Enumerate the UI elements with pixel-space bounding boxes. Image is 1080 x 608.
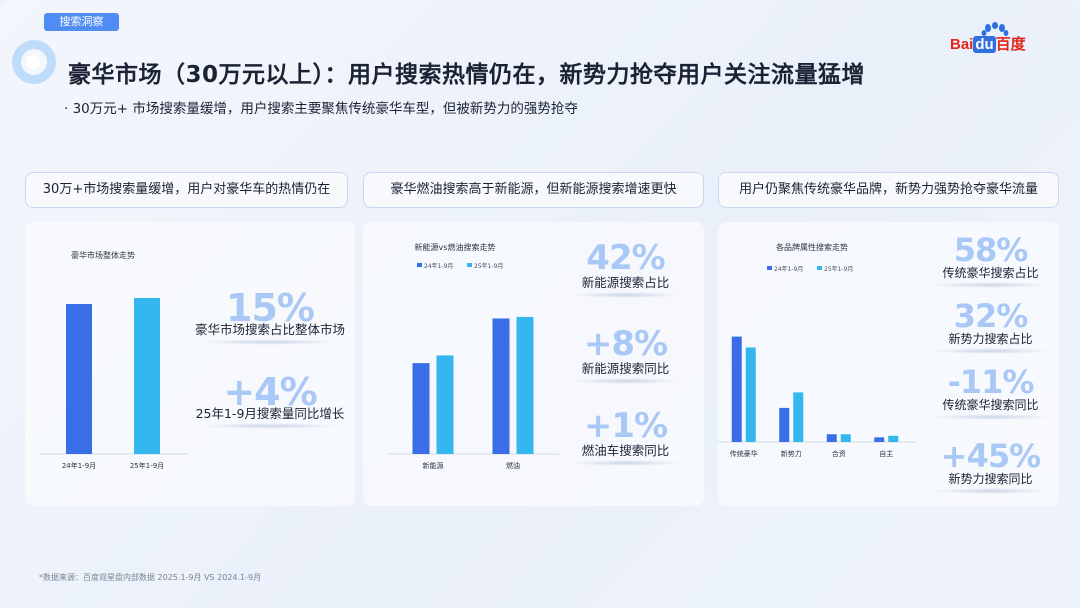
chart-title: 新能源vs燃油搜索走势 [415, 242, 496, 252]
stat-shadow [570, 378, 681, 384]
stat-traditional-growth: -11% 传统豪华搜索同比 [923, 366, 1058, 420]
stat-label: 燃油车搜索同比 [581, 443, 670, 458]
bar [874, 437, 885, 442]
stat-value: -11% [947, 363, 1035, 401]
stat-shadow [930, 488, 1051, 494]
category-label: 24年1-9月 [62, 461, 96, 470]
section-tag: 搜索洞察 [44, 13, 119, 31]
bar [731, 336, 742, 442]
bar [888, 435, 899, 442]
legend-label: 25年1-9月 [824, 265, 853, 273]
stat-shadow [930, 282, 1051, 288]
bar [436, 355, 454, 454]
stat-label: 传统豪华搜索占比 [942, 266, 1039, 280]
stat-shadow [570, 460, 681, 466]
stat-label: 新势力搜索占比 [948, 332, 1033, 346]
stat-label: 25年1-9月搜索量同比增长 [195, 406, 345, 421]
legend-label: 24年1-9月 [774, 265, 803, 273]
stat-shadow [570, 292, 681, 298]
stat-newforce-share: 32% 新势力搜索占比 [923, 300, 1058, 354]
chart-title: 豪华市场整体走势 [71, 250, 135, 260]
panel-market: 豪华市场整体走势 24年1-9月 25年1-9月 15% 豪华市场搜索占比整体市场 … [25, 222, 355, 506]
paw-icon [981, 22, 1009, 36]
stat-value: +4% [223, 370, 317, 414]
panel-brand: 各品牌属性搜索走势 24年1-9月 25年1-9月传统豪华 新势力 合资 自主 58% 传… [718, 222, 1059, 506]
section-head-energy: 豪华燃油搜索高于新能源，但新能源搜索增速更快 [363, 172, 704, 208]
panel-energy: 新能源vs燃油搜索走势 24年1-9月 25年1-9月新能源 燃油 42% 新能源搜索… [363, 222, 704, 506]
legend-swatch [767, 266, 772, 270]
bar [516, 316, 534, 454]
stat-shadow [930, 414, 1051, 420]
stat-market-growth: +4% 25年1-9月搜索量同比增长 [185, 372, 355, 429]
stat-traditional-share: 58% 传统豪华搜索占比 [923, 234, 1058, 288]
legend-label: 24年1-9月 [424, 262, 453, 270]
category-label: 新能源 [423, 461, 444, 470]
category-label: 燃油 [506, 461, 520, 470]
page-subtitle: · 30万元+ 市场搜索量缓增，用户搜索主要聚焦传统豪华车型，但被新势力的强势抢… [64, 101, 578, 117]
ring-dot-decoration [26, 55, 40, 69]
bar [793, 392, 804, 442]
stat-value: 15% [226, 286, 315, 330]
stat-value: +45% [940, 437, 1041, 475]
section-head-market: 30万+市场搜索量缓增，用户对豪华车的热情仍在 [25, 172, 348, 208]
stat-label: 新势力搜索同比 [948, 472, 1033, 486]
stat-value: +8% [583, 324, 668, 364]
bar [826, 434, 837, 442]
stat-shadow [200, 423, 340, 429]
bar [412, 363, 430, 454]
category-label: 新势力 [781, 449, 802, 458]
stat-value: 58% [953, 231, 1029, 269]
section-head-brand: 用户仍聚焦传统豪华品牌，新势力强势抢夺豪华流量 [718, 172, 1059, 208]
bar [134, 298, 160, 454]
baidu-logo: Bai du 百度 [950, 22, 1042, 60]
stat-shadow [200, 339, 340, 345]
stat-nev-share: 42% 新能源搜索占比 [563, 240, 688, 298]
category-label: 合资 [832, 449, 846, 458]
stat-value: 42% [586, 238, 665, 278]
legend-swatch [467, 263, 472, 267]
stat-label: 新能源搜索占比 [581, 275, 670, 290]
bar [840, 434, 851, 442]
stat-nev-growth: +8% 新能源搜索同比 [563, 326, 688, 384]
stat-market-share: 15% 豪华市场搜索占比整体市场 [185, 288, 355, 345]
stat-shadow [930, 348, 1051, 354]
footnote: *数据来源：百度观星盘内部数据 2025.1-9月 VS 2024.1-9月 [39, 573, 262, 582]
stat-newforce-growth: +45% 新势力搜索同比 [923, 440, 1058, 494]
stat-label: 新能源搜索同比 [581, 361, 670, 376]
stat-label: 传统豪华搜索同比 [942, 398, 1039, 412]
stat-label: 豪华市场搜索占比整体市场 [194, 322, 345, 337]
page-title: 豪华市场（30万元以上）：用户搜索热情仍在，新势力抢夺用户关注流量猛增 [68, 62, 866, 88]
stat-value: +1% [583, 406, 668, 446]
bar [779, 407, 790, 442]
chart-title: 各品牌属性搜索走势 [776, 242, 848, 252]
category-label: 传统豪华 [730, 449, 758, 458]
stat-value: 32% [953, 297, 1029, 335]
legend-swatch [417, 263, 422, 267]
bar [66, 304, 92, 454]
stat-fuel-growth: +1% 燃油车搜索同比 [563, 408, 688, 466]
legend-swatch [817, 266, 822, 270]
bar [492, 318, 510, 454]
baidu-logo-text: Bai du 百度 [950, 36, 1026, 53]
category-label: 25年1-9月 [130, 461, 164, 470]
category-label: 自主 [879, 449, 893, 458]
bar [745, 347, 756, 442]
ring-decoration-icon [12, 40, 56, 84]
chart-market-trend: 豪华市场整体走势 24年1-9月 25年1-9月 [39, 250, 187, 470]
legend-label: 25年1-9月 [474, 262, 503, 270]
